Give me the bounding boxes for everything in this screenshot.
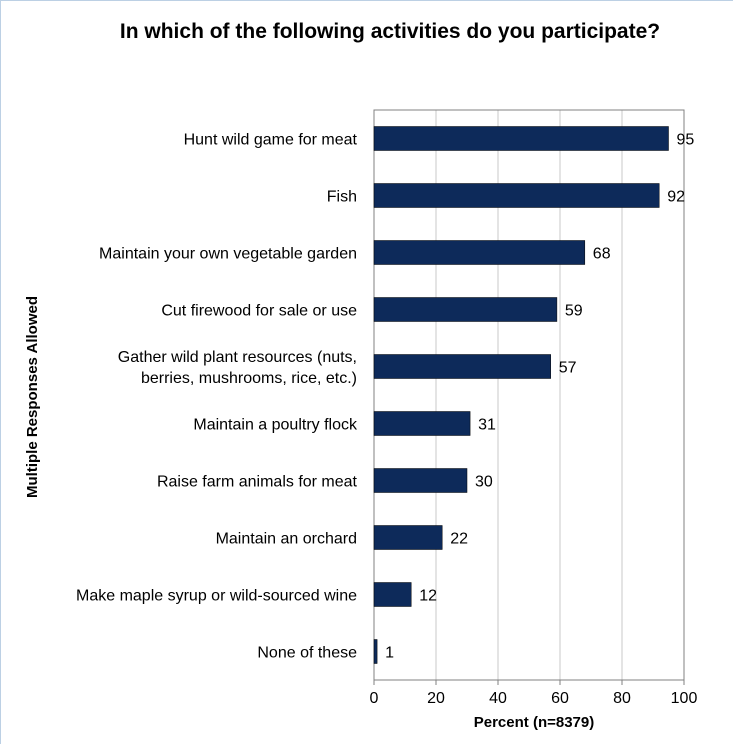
bar [373,183,660,208]
bar [373,582,412,607]
y-axis-title: Multiple Responses Allowed [24,296,41,498]
x-tick-label: 100 [671,690,698,707]
x-tick-label: 0 [370,690,379,707]
category-label-line: Cut firewood for sale or use [161,303,357,320]
x-tick-label: 60 [551,690,569,707]
x-tick-label: 80 [613,690,631,707]
bar-value-label: 22 [450,531,468,548]
category-label-line: Fish [327,189,357,206]
category-label-line: Maintain a poultry flock [193,417,358,434]
bar [373,468,468,493]
bar-value-label: 57 [559,360,577,377]
category-label: Maintain your own vegetable garden [99,246,357,263]
bar [373,240,586,265]
bar [373,639,378,664]
bar [373,354,551,379]
category-label: Hunt wild game for meat [184,132,358,149]
category-label-line: Make maple syrup or wild-sourced wine [76,588,357,605]
category-label-line: Maintain your own vegetable garden [99,246,357,263]
category-label-line: berries, mushrooms, rice, etc.) [141,370,357,387]
category-label: None of these [257,645,357,662]
category-label-line: Maintain an orchard [216,531,357,548]
bar-value-label: 92 [667,189,685,206]
x-tick-labels: 0 20 40 60 80 100 [370,690,698,707]
category-label: Make maple syrup or wild-sourced wine [76,588,357,605]
category-label-line: None of these [257,645,357,662]
category-label: Gather wild plant resources (nuts, berrie… [118,349,357,387]
category-label: Raise farm animals for meat [157,474,358,491]
category-label-line: Raise farm animals for meat [157,474,358,491]
category-label: Maintain an orchard [216,531,357,548]
bar [373,525,443,550]
chart-title: In which of the following activities do … [119,20,661,43]
category-label-line: Gather wild plant resources (nuts, [118,349,357,366]
bar-value-label: 31 [478,417,496,434]
category-label-line: Hunt wild game for meat [184,132,358,149]
category-labels: Hunt wild game for meat Fish Maintain your… [76,132,358,662]
bar-value-label: 12 [419,588,437,605]
bar-value-label: 59 [565,303,583,320]
x-tick-label: 20 [427,690,445,707]
bar [373,297,558,322]
bar [373,411,471,436]
bar-value-label: 30 [475,474,493,491]
bar [373,126,669,151]
category-label: Fish [327,189,357,206]
bar-value-label: 68 [593,246,611,263]
plot-area [373,109,685,681]
x-tick-label: 40 [489,690,507,707]
x-axis-title: Percent (n=8379) [474,714,594,731]
value-labels: 95 92 68 59 57 31 30 22 12 1 [385,132,694,662]
bar-value-label: 1 [385,645,394,662]
category-label: Maintain a poultry flock [193,417,358,434]
category-label: Cut firewood for sale or use [161,303,357,320]
bars [373,126,669,664]
bar-value-label: 95 [677,132,695,149]
